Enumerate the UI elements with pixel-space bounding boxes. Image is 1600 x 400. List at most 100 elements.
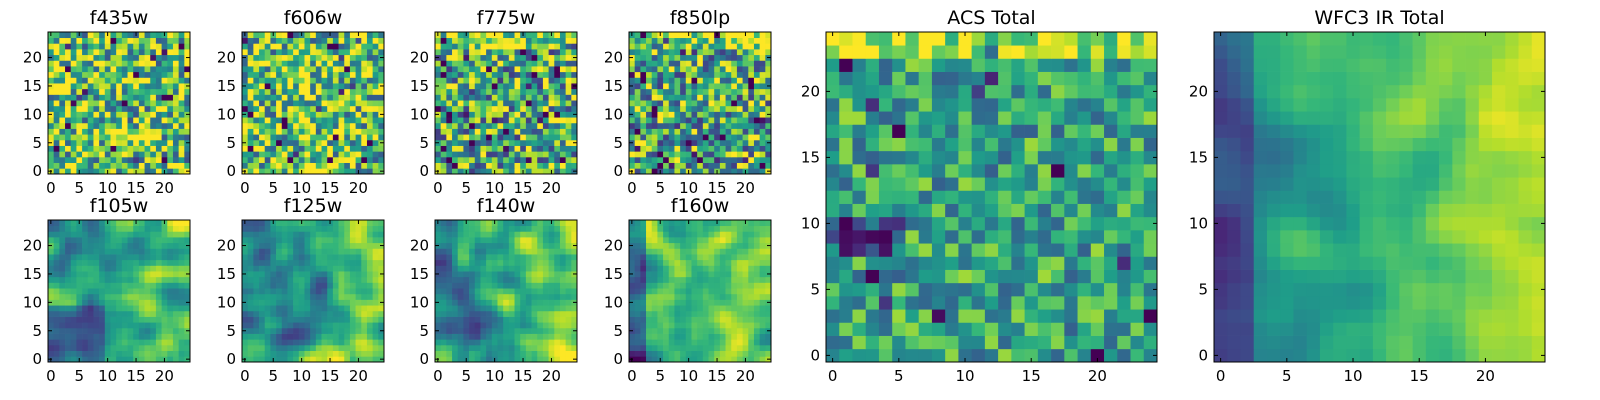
heatmap-cell	[287, 293, 294, 300]
heatmap-cell	[708, 83, 715, 90]
heatmap-cell	[161, 122, 168, 129]
heatmap-cell	[355, 265, 362, 272]
heatmap-cell	[293, 327, 300, 334]
heatmap-cell	[315, 271, 322, 278]
heatmap-cell	[242, 225, 249, 232]
heatmap-cell	[435, 88, 442, 95]
heatmap-cell	[65, 32, 72, 39]
heatmap-cell	[172, 134, 179, 141]
heatmap-cell	[259, 94, 266, 101]
heatmap-cell	[680, 83, 687, 90]
heatmap-cell	[559, 162, 566, 169]
heatmap-cell	[531, 94, 538, 101]
heatmap-cell	[178, 151, 185, 158]
heatmap-cell	[321, 327, 328, 334]
heatmap-cell	[668, 71, 675, 78]
heatmap-cell	[753, 310, 760, 317]
heatmap-cell	[144, 71, 151, 78]
heatmap-cell	[668, 145, 675, 152]
heatmap-cell	[634, 122, 641, 129]
heatmap-cell	[366, 344, 373, 351]
heatmap-cell	[93, 248, 100, 255]
heatmap-cell	[48, 344, 55, 351]
heatmap-cell	[104, 242, 111, 249]
heatmap-cell	[184, 66, 191, 73]
heatmap-cell	[93, 111, 100, 118]
heatmap-cell	[486, 339, 493, 346]
heatmap-cell	[646, 71, 653, 78]
heatmap-cell	[765, 134, 772, 141]
heatmap-cell	[259, 117, 266, 124]
heatmap-cell	[172, 231, 179, 238]
heatmap-cell	[491, 128, 498, 135]
heatmap-cell	[491, 105, 498, 112]
heatmap-cell	[48, 248, 55, 255]
heatmap-cell	[691, 310, 698, 317]
heatmap-cell	[446, 276, 453, 283]
heatmap-cell	[463, 43, 470, 50]
heatmap-cell	[127, 151, 134, 158]
heatmap-cell	[184, 151, 191, 158]
heatmap-cell	[480, 111, 487, 118]
heatmap-cell	[355, 128, 362, 135]
heatmap-cell	[697, 134, 704, 141]
heatmap-cell	[253, 162, 260, 169]
heatmap-cell	[59, 156, 66, 163]
heatmap-cell	[327, 288, 334, 295]
heatmap-cell	[110, 322, 117, 329]
heatmap-cell	[474, 66, 481, 73]
heatmap-cell	[559, 282, 566, 289]
heatmap-cell	[76, 71, 83, 78]
heatmap-cell	[247, 344, 254, 351]
heatmap-cell	[525, 231, 532, 238]
heatmap-cell	[719, 350, 726, 357]
heatmap-cell	[753, 111, 760, 118]
heatmap-cell	[668, 49, 675, 56]
heatmap-cell	[486, 322, 493, 329]
heatmap-cell	[731, 105, 738, 112]
heatmap-cell	[327, 43, 334, 50]
heatmap-cell	[520, 151, 527, 158]
heatmap-cell	[440, 293, 447, 300]
heatmap-cell	[264, 248, 271, 255]
heatmap-cell	[714, 49, 721, 56]
heatmap-cell	[99, 128, 106, 135]
heatmap-cell	[674, 288, 681, 295]
heatmap-cell	[344, 344, 351, 351]
heatmap-cell	[293, 32, 300, 39]
heatmap-cell	[48, 350, 55, 357]
heatmap-cell	[748, 134, 755, 141]
heatmap-cell	[480, 282, 487, 289]
heatmap-cell	[691, 134, 698, 141]
heatmap-cell	[99, 54, 106, 61]
heatmap-cell	[719, 139, 726, 146]
heatmap-cell	[565, 37, 572, 44]
heatmap-cell	[548, 83, 555, 90]
heatmap-cell	[144, 139, 151, 146]
heatmap-cell	[53, 43, 60, 50]
heatmap-cell	[640, 145, 647, 152]
heatmap-cell	[531, 54, 538, 61]
heatmap-cell	[264, 156, 271, 163]
heatmap-cell	[121, 356, 128, 363]
heatmap-cell	[457, 134, 464, 141]
heatmap-cell	[167, 327, 174, 334]
heatmap-cell	[116, 322, 123, 329]
heatmap-cell	[725, 293, 732, 300]
heatmap-cell	[634, 327, 641, 334]
heatmap-cell	[332, 254, 339, 261]
x-tick-label: 10	[485, 367, 504, 385]
heatmap-cell	[332, 60, 339, 67]
heatmap-cell	[554, 145, 561, 152]
heatmap-cell	[144, 128, 151, 135]
heatmap-cell	[378, 156, 385, 163]
heatmap-cell	[514, 231, 521, 238]
heatmap-cell	[452, 60, 459, 67]
heatmap-cell	[548, 254, 555, 261]
heatmap-cell	[497, 128, 504, 135]
heatmap-cell	[537, 248, 544, 255]
heatmap-cell	[127, 327, 134, 334]
heatmap-cell	[82, 168, 89, 175]
heatmap-cell	[247, 310, 254, 317]
heatmap-cell	[150, 43, 157, 50]
